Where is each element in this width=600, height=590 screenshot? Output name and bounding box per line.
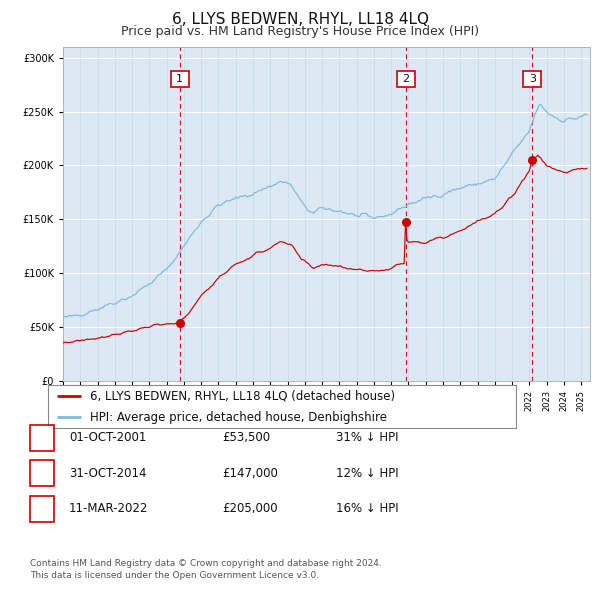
Text: Price paid vs. HM Land Registry's House Price Index (HPI): Price paid vs. HM Land Registry's House … [121, 25, 479, 38]
Text: HPI: Average price, detached house, Denbighshire: HPI: Average price, detached house, Denb… [90, 411, 387, 424]
Text: 2: 2 [402, 74, 409, 84]
Text: 1: 1 [38, 431, 46, 444]
Text: 11-MAR-2022: 11-MAR-2022 [69, 502, 148, 515]
Text: £147,000: £147,000 [222, 467, 278, 480]
Text: 6, LLYS BEDWEN, RHYL, LL18 4LQ (detached house): 6, LLYS BEDWEN, RHYL, LL18 4LQ (detached… [90, 389, 395, 402]
Text: 01-OCT-2001: 01-OCT-2001 [69, 431, 146, 444]
Text: 31% ↓ HPI: 31% ↓ HPI [336, 431, 398, 444]
Text: 12% ↓ HPI: 12% ↓ HPI [336, 467, 398, 480]
Text: 6, LLYS BEDWEN, RHYL, LL18 4LQ: 6, LLYS BEDWEN, RHYL, LL18 4LQ [172, 12, 428, 27]
Text: 3: 3 [38, 502, 46, 515]
Text: 2: 2 [38, 467, 46, 480]
Text: 31-OCT-2014: 31-OCT-2014 [69, 467, 146, 480]
Text: £53,500: £53,500 [222, 431, 270, 444]
Text: 16% ↓ HPI: 16% ↓ HPI [336, 502, 398, 515]
Text: 3: 3 [529, 74, 536, 84]
Text: 1: 1 [176, 74, 183, 84]
Text: £205,000: £205,000 [222, 502, 278, 515]
Text: Contains HM Land Registry data © Crown copyright and database right 2024.
This d: Contains HM Land Registry data © Crown c… [30, 559, 382, 580]
